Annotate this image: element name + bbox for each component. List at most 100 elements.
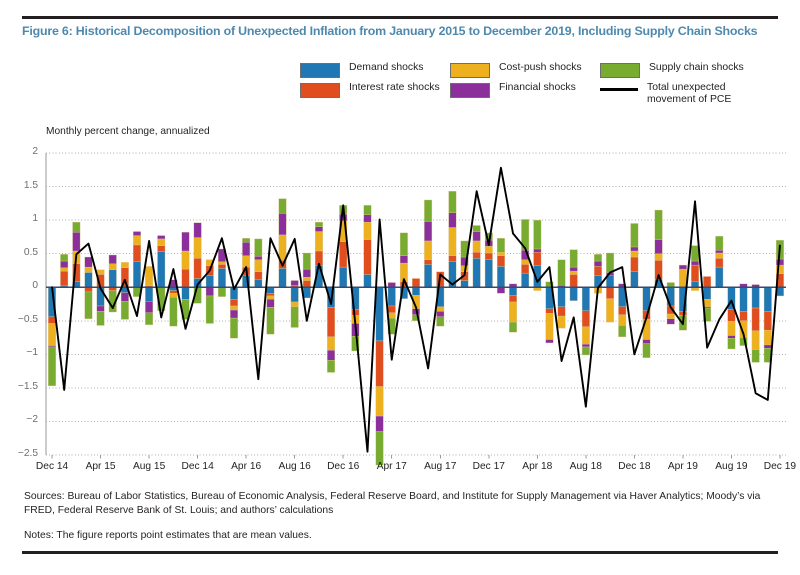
stacked-bar [606, 252, 615, 323]
bar-segment [254, 259, 263, 272]
bar-segment [84, 256, 93, 268]
bar-segment [375, 415, 384, 432]
bar-segment [763, 311, 772, 331]
y-tick-label: 2 [32, 146, 38, 157]
bar-segment [181, 232, 190, 252]
bar-segment [399, 232, 408, 256]
stacked-bar [424, 199, 433, 288]
bar-segment [96, 311, 105, 326]
bar-segment [472, 240, 481, 253]
x-tick-label: Aug 19 [715, 461, 748, 472]
bar-segment [581, 287, 590, 311]
stacked-bar [254, 238, 263, 288]
bar-segment [133, 235, 141, 246]
bar-segment [205, 275, 214, 288]
bar-segment [509, 295, 517, 303]
bar-segment [108, 269, 117, 288]
x-tick-label: Aug 18 [569, 461, 602, 472]
bar-segment [205, 295, 214, 324]
bar-segment [327, 360, 336, 373]
stacked-bar [108, 254, 117, 313]
bar-segment [290, 306, 299, 328]
bar-segment [630, 256, 639, 272]
bar-segment [48, 346, 56, 387]
bar-segment [703, 287, 712, 300]
bar-segment [315, 221, 323, 227]
bar-segment [363, 239, 372, 275]
bar-segment [630, 271, 639, 288]
bar-segment [278, 213, 287, 236]
stacked-bar [84, 256, 93, 319]
bar-segment [242, 255, 251, 268]
bar-segment [339, 241, 348, 268]
bar-segment [654, 239, 663, 254]
bar-segment [230, 299, 238, 307]
x-tick-label: Apr 19 [667, 461, 698, 472]
bar-segment [739, 311, 748, 321]
legend-swatch-demand-shocks [300, 63, 340, 78]
bar-segment [715, 236, 724, 251]
bar-segment [278, 234, 287, 261]
bar-segment [763, 329, 772, 346]
bar-segment [727, 338, 736, 350]
stacked-bar [751, 284, 760, 363]
bar-segment [496, 266, 505, 288]
legend-label-interest-rate-shocks: Interest rate shocks [349, 82, 440, 93]
bar-segment [691, 260, 699, 266]
bar-segment [181, 287, 190, 300]
stacked-bar [145, 266, 154, 325]
legend-column-1: Demand shocks Interest rate shocks [300, 62, 440, 102]
legend-label-supply-chain-shocks: Supply chain shocks [649, 62, 744, 73]
bar-segment [763, 287, 772, 312]
x-tick-label: Aug 17 [424, 461, 457, 472]
bar-segment [48, 316, 56, 324]
total-unexpected-movement-line [51, 166, 781, 453]
bar-segment [120, 301, 129, 320]
bar-segment [727, 321, 736, 336]
bar-segment [278, 268, 287, 288]
bar-segment [302, 280, 311, 288]
bar-segment [193, 258, 202, 279]
bar-segment [266, 295, 275, 300]
bar-segment [157, 238, 166, 246]
bar-segment [715, 250, 724, 254]
bar-segment [84, 291, 93, 319]
bar-segment [569, 266, 578, 272]
bar-segment [569, 287, 578, 301]
stacked-bar [618, 283, 627, 338]
bar-segment [84, 287, 93, 293]
bar-segment [375, 287, 384, 342]
bar-segment [666, 287, 675, 307]
bar-segment [254, 238, 263, 257]
y-tick-label: 1.5 [23, 179, 38, 191]
bar-segment [290, 280, 299, 286]
bar-segment [193, 237, 202, 259]
y-tick-label: 0.5 [23, 246, 38, 258]
stacked-bar [96, 269, 105, 326]
bar-segment [96, 305, 105, 312]
y-tick-label: −1 [26, 347, 38, 359]
stacked-bar [691, 245, 699, 291]
bar-segment [60, 267, 69, 272]
bar-segment [557, 259, 566, 286]
bar-segment [618, 306, 627, 315]
legend-item-demand-shocks: Demand shocks [300, 62, 440, 78]
stacked-bar [496, 238, 505, 294]
bar-segment [484, 259, 493, 288]
bar-segment [363, 274, 372, 288]
bar-segment [775, 258, 784, 266]
bar-segment [545, 308, 554, 314]
stacked-bar [217, 248, 226, 297]
stacked-bar [339, 205, 348, 288]
bar-segment [230, 305, 238, 311]
bar-segment [666, 282, 675, 288]
bar-segment [557, 287, 566, 307]
bar-segment [581, 346, 590, 356]
bar-segment [484, 246, 493, 254]
bar-segment [739, 287, 748, 312]
y-tick-label: −2.5 [17, 448, 38, 459]
bar-segment [594, 254, 602, 262]
bar-segment [703, 307, 712, 322]
stacked-bar [472, 225, 481, 288]
stacked-bar [181, 232, 190, 320]
